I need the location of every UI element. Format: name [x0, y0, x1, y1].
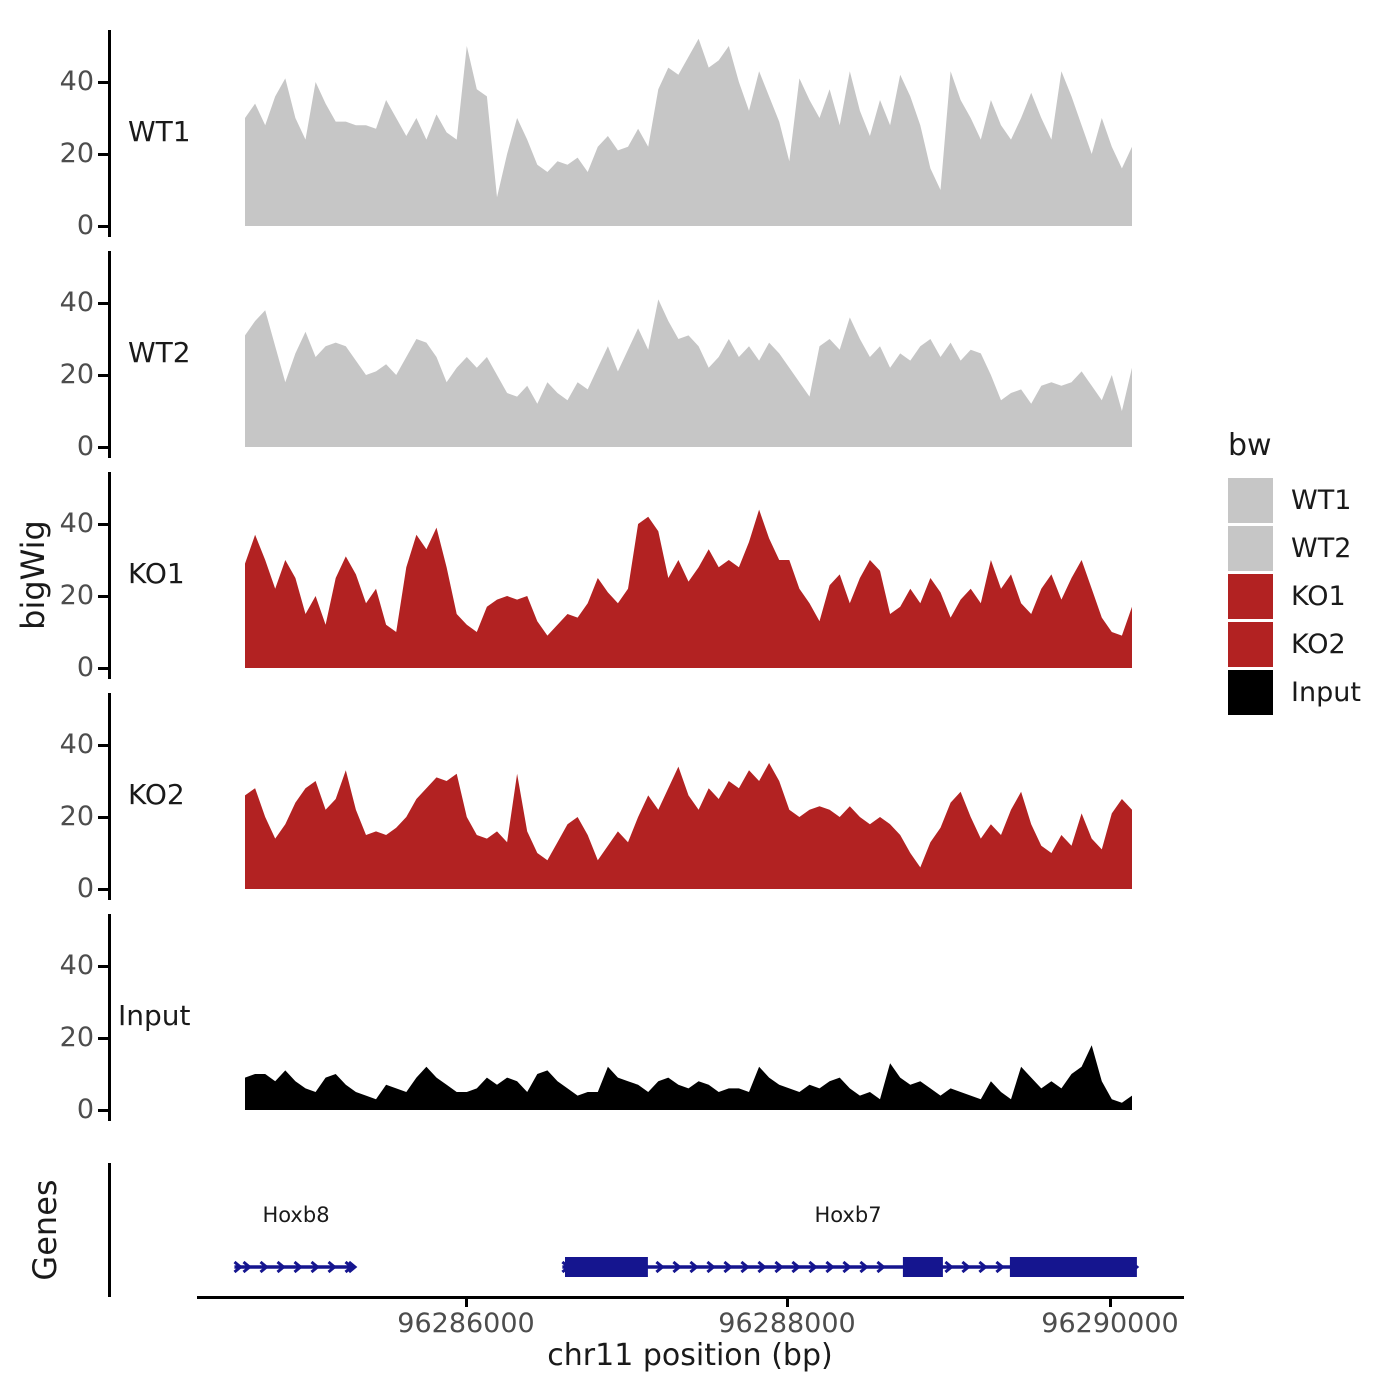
area-chart-ko1 [245, 509, 1132, 668]
y-tick-20 [98, 374, 108, 377]
gene-label-hoxb8: Hoxb8 [262, 1203, 330, 1227]
legend-swatch-ko2 [1228, 622, 1273, 667]
legend-swatch-ko1 [1228, 574, 1273, 619]
area-chart-wt2 [245, 299, 1132, 447]
x-tick-label-96286000: 96286000 [397, 1308, 535, 1339]
y-tick-0 [98, 667, 108, 670]
legend-swatch-wt2 [1228, 526, 1273, 571]
y-tick-label-40: 40 [59, 950, 94, 981]
x-tick-96290000 [1109, 1296, 1112, 1307]
y-tick-label-0: 0 [76, 431, 94, 462]
track-panel-wt2: 40 20 0 WT2 [0, 251, 1400, 462]
y-tick-label-20: 20 [59, 801, 94, 832]
y-tick-20 [98, 595, 108, 598]
area-chart-input [245, 1045, 1132, 1110]
x-tick-96286000 [465, 1296, 468, 1307]
genes-axis-line [108, 1163, 111, 1297]
y-tick-40 [98, 965, 108, 968]
y-tick-label-0: 0 [76, 210, 94, 241]
track-panel-ko2: 40 20 0 KO2 [0, 693, 1400, 904]
gene-label-hoxb7: Hoxb7 [814, 1203, 882, 1227]
facet-label-ko1: KO1 [128, 557, 185, 590]
y-tick-0 [98, 888, 108, 891]
x-tick-label-96290000: 96290000 [1041, 1308, 1179, 1339]
legend-label-wt2: WT2 [1291, 533, 1352, 564]
legend-label-input: Input [1291, 677, 1361, 708]
genes-panel: Hoxb8 Hoxb7 [0, 1163, 1400, 1297]
y-tick-40 [98, 523, 108, 526]
legend-label-wt1: WT1 [1291, 485, 1352, 516]
y-tick-0 [98, 1109, 108, 1112]
y-tick-label-20: 20 [59, 138, 94, 169]
y-tick-0 [98, 446, 108, 449]
track-panel-ko1: 40 20 0 KO1 [0, 472, 1400, 683]
y-axis-line [108, 914, 111, 1121]
y-axis-line [108, 693, 111, 900]
y-tick-label-40: 40 [59, 287, 94, 318]
gene-models [233, 1257, 1140, 1277]
legend-swatch-wt1 [1228, 478, 1273, 523]
y-tick-20 [98, 1037, 108, 1040]
facet-label-input: Input [118, 999, 191, 1032]
track-panel-wt1: 40 20 0 WT1 [0, 30, 1400, 241]
legend-label-ko2: KO2 [1291, 629, 1346, 660]
y-tick-20 [98, 153, 108, 156]
x-tick-96288000 [786, 1296, 789, 1307]
y-tick-label-20: 20 [59, 580, 94, 611]
y-tick-0 [98, 225, 108, 228]
y-tick-label-0: 0 [76, 652, 94, 683]
y-tick-40 [98, 302, 108, 305]
x-tick-label-96288000: 96288000 [718, 1308, 856, 1339]
y-tick-label-0: 0 [76, 1094, 94, 1125]
y-tick-label-20: 20 [59, 359, 94, 390]
facet-label-ko2: KO2 [128, 778, 185, 811]
track-panel-input: 40 20 0 Input [0, 914, 1400, 1125]
y-tick-label-40: 40 [59, 729, 94, 760]
x-axis-title: chr11 position (bp) [547, 1338, 833, 1373]
y-tick-label-40: 40 [59, 508, 94, 539]
y-axis-line [108, 472, 111, 679]
area-chart-ko2 [245, 763, 1132, 889]
y-tick-label-20: 20 [59, 1022, 94, 1053]
y-axis-line [108, 251, 111, 458]
legend-swatch-input [1228, 670, 1273, 715]
legend-title: bw [1228, 428, 1272, 463]
y-axis-line [108, 30, 111, 237]
facet-label-wt1: WT1 [128, 115, 191, 148]
facet-label-wt2: WT2 [128, 336, 191, 369]
y-tick-40 [98, 81, 108, 84]
x-axis-line [197, 1296, 1184, 1299]
y-tick-20 [98, 816, 108, 819]
y-tick-label-40: 40 [59, 66, 94, 97]
y-tick-40 [98, 744, 108, 747]
legend-label-ko1: KO1 [1291, 581, 1346, 612]
area-chart-wt1 [245, 38, 1132, 226]
y-tick-label-0: 0 [76, 873, 94, 904]
